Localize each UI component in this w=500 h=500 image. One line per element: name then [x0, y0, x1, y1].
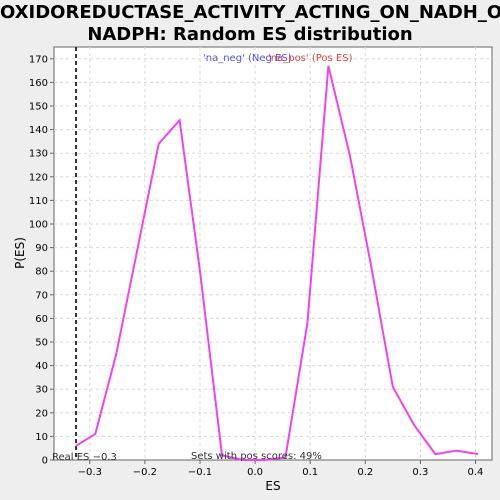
y-tick-label: 110	[29, 196, 48, 207]
x-axis-title: ES	[265, 479, 280, 493]
y-tick-label: 20	[35, 408, 48, 419]
real-es-label: Real ES −0.3	[52, 452, 117, 463]
y-tick-label: 10	[35, 432, 48, 443]
y-tick-label: 70	[35, 290, 48, 301]
legend-pos-label: 'na_pos' (Pos ES)	[268, 53, 353, 64]
y-tick-label: 120	[29, 172, 48, 183]
y-tick-label: 150	[29, 102, 48, 113]
x-tick-label: 0.4	[468, 467, 484, 478]
pos-scores-annotation: Sets with pos scores: 49%	[191, 451, 322, 462]
y-tick-label: 0	[42, 456, 48, 467]
y-tick-label: 130	[29, 149, 48, 160]
y-tick-label: 40	[35, 361, 48, 372]
y-tick-label: 100	[29, 220, 48, 231]
y-axis-ticks: 0 10 20 30 40 50 60 70 80 90 100 110 120 130 140 150 160…	[29, 54, 54, 466]
x-tick-label: 0.1	[302, 467, 318, 478]
x-tick-label: −0.1	[188, 467, 212, 478]
x-tick-label: 0.0	[247, 467, 263, 478]
y-tick-label: 140	[29, 125, 48, 136]
x-axis-ticks: −0.3 −0.2 −0.1 0.0 0.1 0.2 0.3 0.4	[78, 460, 484, 478]
y-tick-label: 170	[29, 54, 48, 65]
y-tick-label: 60	[35, 314, 48, 325]
y-axis-title: P(ES)	[13, 237, 27, 269]
x-tick-label: −0.3	[78, 467, 102, 478]
x-tick-label: 0.3	[412, 467, 428, 478]
y-tick-label: 30	[35, 385, 48, 396]
x-tick-label: −0.2	[133, 467, 157, 478]
y-tick-label: 160	[29, 78, 48, 89]
y-tick-label: 90	[35, 243, 48, 254]
plot-area	[54, 47, 492, 460]
y-tick-label: 50	[35, 338, 48, 349]
x-tick-label: 0.2	[357, 467, 373, 478]
y-tick-label: 80	[35, 267, 48, 278]
